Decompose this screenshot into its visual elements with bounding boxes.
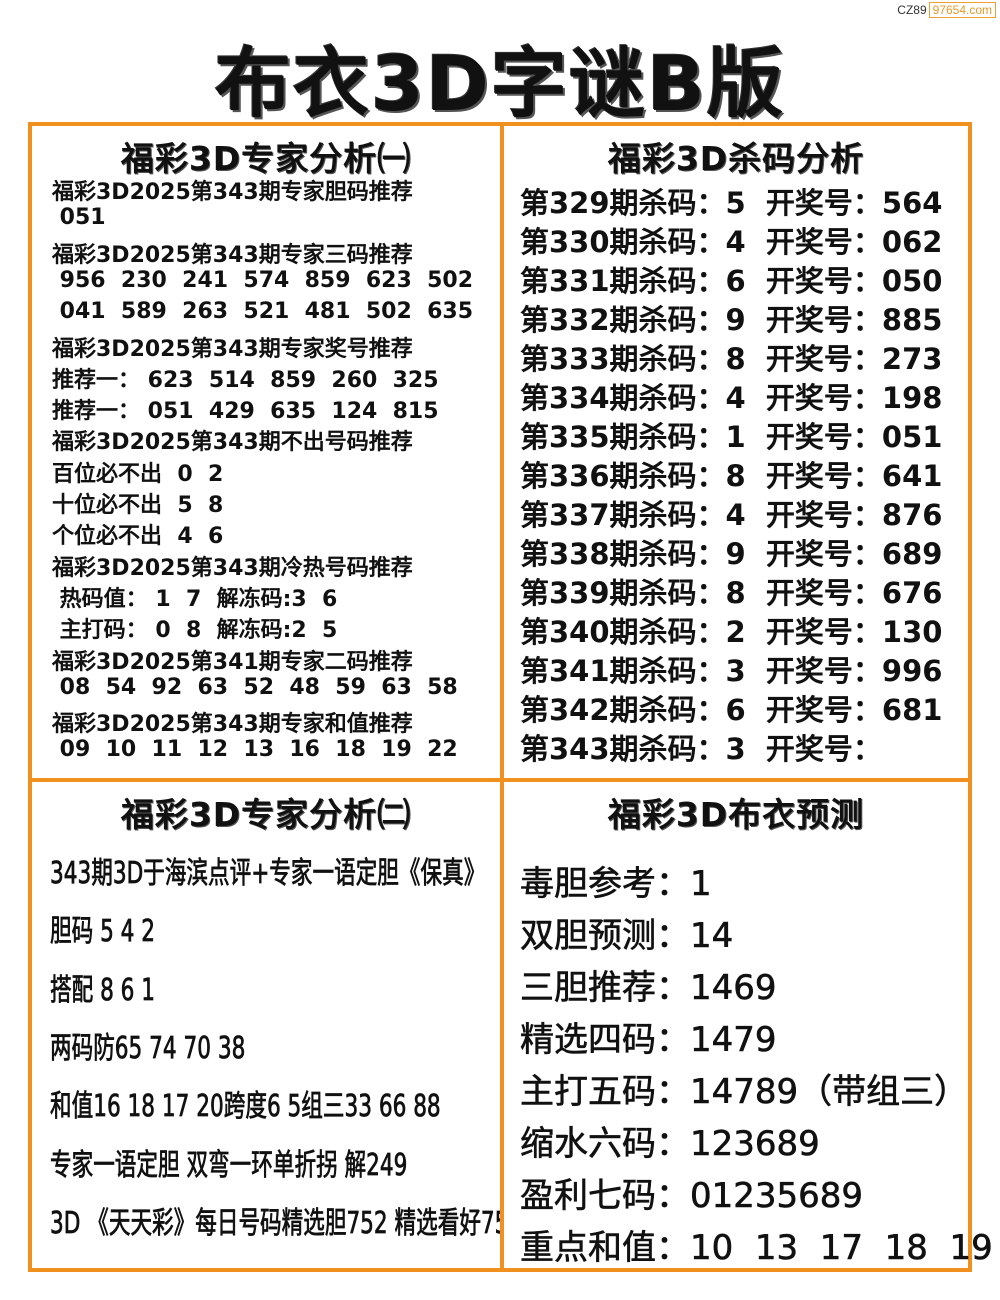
panel-line: 第335期杀码：1 开奖号：051 (520, 420, 943, 454)
panel-line: 第336期杀码：8 开奖号：641 (520, 459, 943, 493)
panel-line: 3D 《天天彩》每日号码精选胆752 精选看好75 (50, 1205, 509, 1241)
panel-line: 个位必不出 4 6 (52, 524, 224, 550)
panel-line: 第334期杀码：4 开奖号：198 (520, 381, 943, 415)
panel-line: 第330期杀码：4 开奖号：062 (520, 225, 943, 259)
panel-line: 精选四码：1479 (520, 1020, 777, 1061)
panel-line: 09 10 11 12 13 16 18 19 22 (52, 737, 458, 763)
panel-line: 缩水六码：123689 (520, 1124, 820, 1165)
watermark-prefix: CZ89 (897, 3, 927, 17)
panel-line: 搭配 8 6 1 (50, 972, 156, 1008)
panel-line: 08 54 92 63 52 48 59 63 58 (52, 674, 458, 700)
panel-line: 重点和值：10 13 17 18 19 (520, 1228, 993, 1269)
panel-line: 十位必不出 5 8 (52, 493, 224, 518)
panel-line: 主打码： 0 8 解冻码:2 5 (52, 618, 338, 644)
panel-line: 福彩3D2025第343期专家三码推荐 (52, 242, 413, 268)
panel-line: 热码值： 1 7 解冻码:3 6 (52, 586, 338, 612)
panel-line: 第338期杀码：9 开奖号：689 (520, 537, 943, 571)
panel-line: 专家一语定胆 双弯一环单折拐 解249 (50, 1147, 408, 1183)
panel-line: 推荐一： 623 514 859 260 325 (52, 367, 439, 393)
kill-code-panel: 福彩3D杀码分析 第329期杀码：5 开奖号：564 第330期杀码：4 开奖号：… (500, 122, 972, 782)
panel-line: 第339期杀码：8 开奖号：676 (520, 576, 943, 610)
panel-line: 三胆推荐：1469 (520, 968, 777, 1009)
panel-line: 两码防65 74 70 38 (50, 1030, 246, 1066)
expert-analysis-1-panel: 福彩3D专家分析㈠ 福彩3D2025第343期专家胆码推荐 051 福彩3D202… (28, 122, 504, 782)
panel-line: 双胆预测：14 (520, 916, 734, 957)
panel-heading: 福彩3D专家分析㈡ (120, 795, 412, 834)
panel-line: 第337期杀码：4 开奖号：876 (520, 498, 943, 532)
panel-heading: 福彩3D布衣预测 (607, 795, 865, 834)
panel-line: 第331期杀码：6 开奖号：050 (520, 264, 943, 298)
panel-line: 胆码 5 4 2 (50, 914, 156, 950)
panel-line: 推荐一： 051 429 635 124 815 (52, 399, 439, 425)
panel-line: 第340期杀码：2 开奖号：130 (520, 615, 943, 649)
panel-line: 福彩3D2025第343期专家胆码推荐 (52, 180, 413, 205)
panel-line: 第343期杀码：3 开奖号： (520, 732, 882, 766)
page-title: 布衣3D字谜B版 (215, 39, 785, 128)
panel-line: 毒胆参考：1 (520, 864, 712, 905)
watermark: CZ89 97654.com (897, 2, 996, 18)
panel-line: 第332期杀码：9 开奖号：885 (520, 303, 943, 337)
panel-line: 福彩3D2025第343期专家奖号推荐 (52, 336, 413, 362)
panel-line: 第341期杀码：3 开奖号：996 (520, 654, 943, 688)
panel-line: 福彩3D2025第343期专家和值推荐 (52, 712, 413, 738)
panel-line: 和值16 18 17 20跨度6 5组三33 66 88 (50, 1089, 441, 1125)
panel-line: 343期3D于海滨点评+专家一语定胆《保真》 (50, 856, 486, 892)
panel-heading: 福彩3D专家分析㈠ (120, 139, 412, 178)
panel-line: 第333期杀码：8 开奖号：273 (520, 342, 943, 376)
panel-line: 041 589 263 521 481 502 635 (52, 299, 474, 325)
panel-line: 956 230 241 574 859 623 502 (52, 267, 474, 293)
panel-line: 福彩3D2025第343期不出号码推荐 (52, 430, 413, 456)
panel-line: 第342期杀码：6 开奖号：681 (520, 693, 943, 727)
watermark-domain[interactable]: 97654.com (928, 2, 996, 18)
panel-line: 福彩3D2025第343期冷热号码推荐 (52, 555, 413, 581)
panel-line: 第329期杀码：5 开奖号：564 (520, 186, 943, 220)
expert-analysis-2-panel: 福彩3D专家分析㈡ 343期3D于海滨点评+专家一语定胆《保真》 胆码 5 4 2… (28, 778, 509, 1272)
panel-line: 主打五码：14789（带组三） (520, 1072, 969, 1113)
panel-heading: 福彩3D杀码分析 (607, 139, 865, 178)
panel-line: 百位必不出 0 2 (52, 461, 224, 487)
panel-line: 盈利七码：01235689 (520, 1176, 864, 1217)
panel-line: 051 (52, 205, 106, 231)
buyi-prediction-panel: 福彩3D布衣预测 毒胆参考：1 双胆预测：14 三胆推荐：1469 精选四码：1479… (500, 778, 993, 1272)
panel-line: 福彩3D2025第341期专家二码推荐 (52, 649, 413, 675)
